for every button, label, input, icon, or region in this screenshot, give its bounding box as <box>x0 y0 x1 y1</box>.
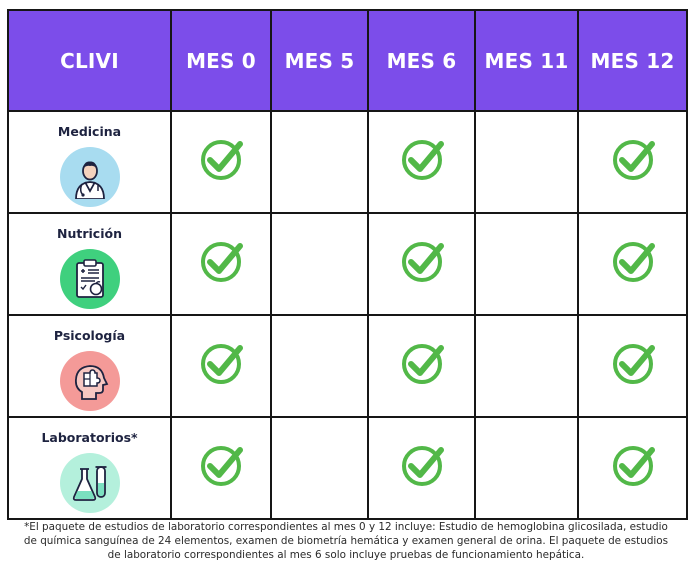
header-mes-11: MES 11 <box>474 9 579 112</box>
header-row: CLIVI MES 0 MES 5 MES 6 MES 11 MES 12 <box>7 9 688 112</box>
cell-medicina-mes-11 <box>474 110 579 214</box>
nutrition-clipboard-icon <box>59 249 120 309</box>
cell-laboratorios-mes-11 <box>474 416 579 520</box>
check-icon <box>612 242 655 282</box>
cell-psicologia-mes-12 <box>577 314 688 418</box>
footnote: *El paquete de estudios de laboratorio c… <box>23 521 669 561</box>
cell-psicologia-mes-11 <box>474 314 579 418</box>
cell-laboratorios-mes-6 <box>367 416 476 520</box>
row-label-medicina: Medicina <box>57 124 122 139</box>
cell-laboratorios-mes-5 <box>270 416 369 520</box>
cell-laboratorios-mes-12 <box>577 416 688 520</box>
cell-medicina-mes-0 <box>170 110 272 214</box>
header-mes-6: MES 6 <box>367 9 476 112</box>
head-puzzle-icon <box>59 351 120 411</box>
check-icon <box>201 242 243 282</box>
cell-nutricion-mes-12 <box>577 212 688 316</box>
cell-nutricion-mes-11 <box>474 212 579 316</box>
row-header-laboratorios: Laboratorios* <box>7 416 172 520</box>
cell-nutricion-mes-0 <box>170 212 272 316</box>
check-icon <box>201 344 243 384</box>
cell-medicina-mes-6 <box>367 110 476 214</box>
row-psicologia: Psicología <box>7 314 688 418</box>
check-icon <box>612 446 655 486</box>
cell-psicologia-mes-6 <box>367 314 476 418</box>
row-label-nutricion: Nutrición <box>57 226 122 241</box>
cell-nutricion-mes-5 <box>270 212 369 316</box>
lab-flask-icon <box>59 453 120 513</box>
check-icon <box>612 140 655 180</box>
cell-medicina-mes-5 <box>270 110 369 214</box>
header-clivi: CLIVI <box>7 9 172 112</box>
check-icon <box>612 344 655 384</box>
row-header-nutricion: Nutrición <box>7 212 172 316</box>
check-icon <box>401 446 444 486</box>
cell-medicina-mes-12 <box>577 110 688 214</box>
row-header-medicina: Medicina <box>7 110 172 214</box>
header-mes-12: MES 12 <box>577 9 688 112</box>
schedule-table: CLIVI MES 0 MES 5 MES 6 MES 11 MES 12 Me… <box>7 9 688 520</box>
header-mes-0: MES 0 <box>170 9 272 112</box>
row-label-laboratorios: Laboratorios* <box>41 430 138 445</box>
doctor-icon <box>59 147 120 207</box>
header-mes-5: MES 5 <box>270 9 369 112</box>
cell-psicologia-mes-0 <box>170 314 272 418</box>
cell-laboratorios-mes-0 <box>170 416 272 520</box>
row-nutricion: Nutrición <box>7 212 688 316</box>
check-icon <box>401 242 444 282</box>
row-laboratorios: Laboratorios* <box>7 416 688 520</box>
check-icon <box>201 140 243 180</box>
row-medicina: Medicina <box>7 110 688 214</box>
cell-nutricion-mes-6 <box>367 212 476 316</box>
cell-psicologia-mes-5 <box>270 314 369 418</box>
check-icon <box>201 446 243 486</box>
row-label-psicologia: Psicología <box>53 328 126 343</box>
check-icon <box>401 344 444 384</box>
check-icon <box>401 140 444 180</box>
row-header-psicologia: Psicología <box>7 314 172 418</box>
